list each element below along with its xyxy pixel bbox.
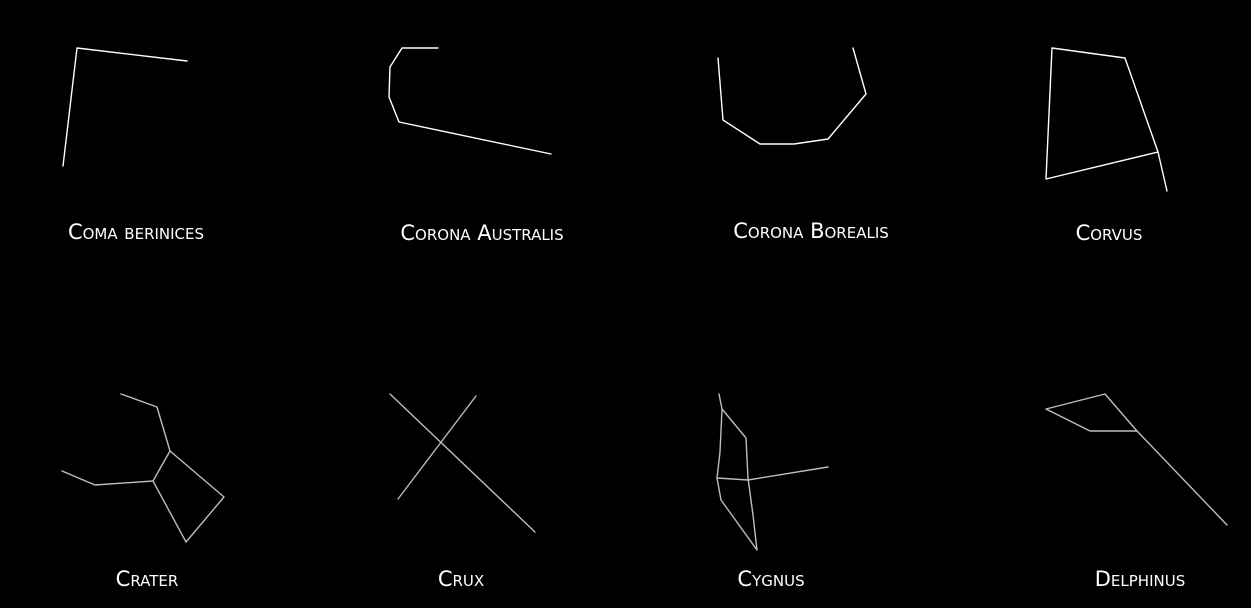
crater-line-1 — [121, 394, 224, 542]
label-coma-berinices: Coma berinices — [68, 222, 204, 243]
cygnus-line-1 — [717, 394, 757, 550]
crater-figure — [62, 394, 224, 542]
crux-line-2 — [398, 396, 476, 499]
delphinus-line-2 — [1137, 431, 1227, 525]
label-corona-borealis: Corona Borealis — [733, 221, 889, 242]
corona-borealis-figure — [718, 48, 866, 144]
delphinus-line-1 — [1046, 394, 1137, 431]
coma-berinices-figure — [63, 48, 187, 166]
corona-australis-line-1 — [389, 48, 551, 154]
corvus-figure — [1046, 48, 1167, 191]
cygnus-figure — [717, 394, 828, 550]
label-crux: Crux — [438, 569, 484, 590]
corona-australis-figure — [389, 48, 551, 154]
crux-figure — [390, 394, 535, 532]
label-corvus: Corvus — [1076, 223, 1143, 244]
corvus-line-1 — [1046, 48, 1167, 191]
cygnus-line-2 — [717, 467, 828, 480]
delphinus-figure — [1046, 394, 1227, 525]
label-crater: Crater — [116, 569, 179, 590]
label-delphinus: Delphinus — [1095, 569, 1185, 590]
coma-berinices-line-1 — [63, 48, 187, 166]
label-cygnus: Cygnus — [737, 569, 804, 590]
crater-line-2 — [62, 471, 153, 485]
label-corona-australis: Corona Australis — [400, 223, 563, 244]
corona-borealis-line-1 — [718, 48, 866, 144]
